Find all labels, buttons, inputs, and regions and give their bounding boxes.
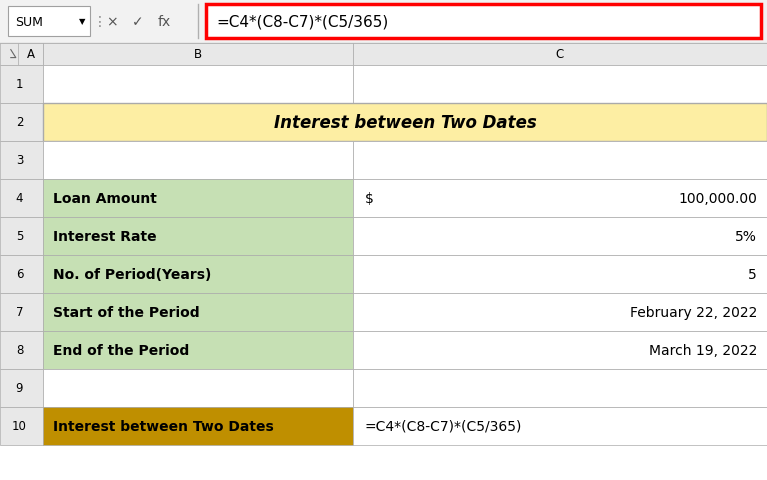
Text: 1: 1 [16, 78, 23, 91]
Bar [43, 104, 767, 142]
Bar [43, 369, 353, 407]
Text: 100,000.00: 100,000.00 [678, 192, 757, 205]
Bar [0, 180, 43, 217]
Text: $: $ [365, 192, 374, 205]
Bar [206, 5, 761, 39]
Text: ▼: ▼ [79, 17, 85, 26]
Text: B: B [194, 48, 202, 61]
Text: March 19, 2022: March 19, 2022 [649, 343, 757, 357]
Text: 3: 3 [16, 154, 23, 167]
Bar [8, 7, 90, 37]
Bar [43, 331, 353, 369]
Text: 10: 10 [12, 420, 27, 432]
Bar [43, 66, 353, 104]
Bar [0, 44, 43, 66]
Bar [18, 44, 43, 66]
Text: Loan Amount: Loan Amount [53, 192, 157, 205]
Text: 8: 8 [16, 344, 23, 357]
Text: 6: 6 [16, 268, 23, 281]
Bar [353, 255, 767, 293]
Bar [0, 407, 43, 445]
Text: 5%: 5% [735, 229, 757, 243]
Text: End of the Period: End of the Period [53, 343, 189, 357]
Text: 4: 4 [16, 192, 23, 205]
Bar [43, 255, 353, 293]
Bar [0, 142, 43, 180]
Bar [353, 407, 767, 445]
Text: A: A [27, 48, 35, 61]
Text: 2: 2 [16, 116, 23, 129]
Bar [353, 180, 767, 217]
Bar [0, 0, 767, 44]
Text: No. of Period(Years): No. of Period(Years) [53, 267, 212, 281]
Text: 9: 9 [16, 382, 23, 395]
Text: =C4*(C8-C7)*(C5/365): =C4*(C8-C7)*(C5/365) [216, 14, 388, 29]
Bar [0, 217, 43, 255]
Bar [43, 407, 353, 445]
Text: 7: 7 [16, 306, 23, 319]
Text: SUM: SUM [15, 15, 43, 28]
Text: Interest between Two Dates: Interest between Two Dates [53, 419, 274, 433]
Text: C: C [556, 48, 564, 61]
Text: ×: × [106, 15, 118, 29]
Text: 5: 5 [749, 267, 757, 281]
Bar [43, 293, 353, 331]
Bar [43, 180, 353, 217]
Text: Interest between Two Dates: Interest between Two Dates [274, 114, 536, 132]
Text: fx: fx [157, 15, 170, 29]
Text: Start of the Period: Start of the Period [53, 305, 199, 319]
Bar [0, 369, 43, 407]
Text: February 22, 2022: February 22, 2022 [630, 305, 757, 319]
Bar [353, 293, 767, 331]
Bar [43, 44, 353, 66]
Bar [0, 255, 43, 293]
Text: =C4*(C8-C7)*(C5/365): =C4*(C8-C7)*(C5/365) [365, 419, 522, 433]
Bar [0, 293, 43, 331]
Text: Interest Rate: Interest Rate [53, 229, 156, 243]
Bar [353, 44, 767, 66]
Text: ⋮: ⋮ [93, 15, 107, 29]
Bar [43, 217, 353, 255]
Bar [43, 142, 353, 180]
Bar [0, 66, 43, 104]
Text: 5: 5 [16, 230, 23, 243]
Bar [0, 104, 43, 142]
Bar [353, 217, 767, 255]
Text: ✓: ✓ [132, 15, 144, 29]
Bar [0, 331, 43, 369]
Bar [353, 369, 767, 407]
Bar [353, 331, 767, 369]
Bar [353, 142, 767, 180]
Bar [353, 66, 767, 104]
